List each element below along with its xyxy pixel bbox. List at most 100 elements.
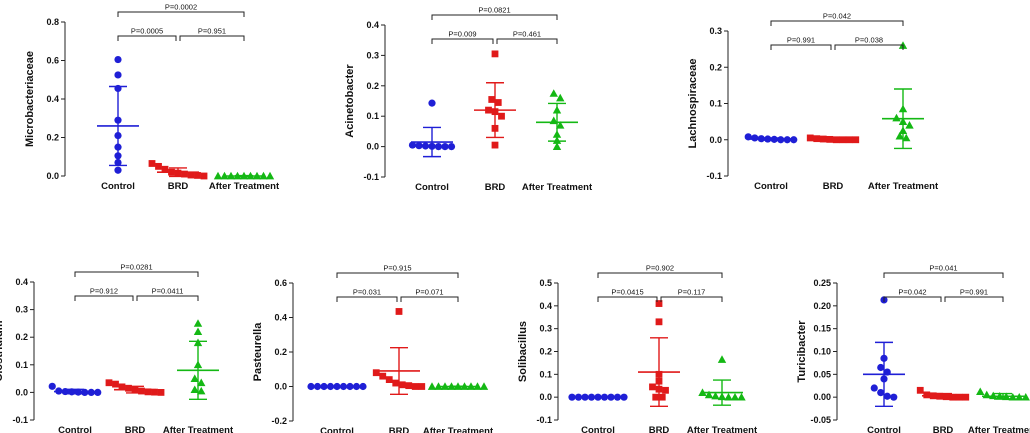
- data-point: [395, 308, 403, 315]
- y-tick-label: 0.2: [274, 347, 287, 357]
- data-point: [479, 382, 489, 390]
- data-point: [155, 162, 162, 170]
- data-point: [87, 388, 95, 396]
- data-point: [415, 142, 423, 150]
- significance-bracket: [944, 296, 1004, 302]
- y-axis-title: Lachnospiraceae: [687, 59, 699, 149]
- data-point: [942, 393, 950, 401]
- x-category-label: After Treatment: [163, 425, 234, 433]
- data-point: [405, 382, 413, 390]
- x-category-label: After Treatment: [968, 425, 1030, 433]
- data-point: [187, 171, 195, 179]
- data-point: [105, 379, 113, 387]
- significance-bracket: [883, 272, 1004, 278]
- data-point: [962, 393, 970, 401]
- significance-bracket: [834, 44, 904, 50]
- data-point: [877, 389, 885, 397]
- data-point: [265, 171, 275, 180]
- data-point: [870, 384, 878, 392]
- data-point: [193, 319, 203, 327]
- p-value-label: P=0.031: [353, 288, 381, 297]
- x-category-label: BRD: [485, 182, 506, 193]
- panel-turicibacter: -0.05 0.00 0.05 0.10 0.15 0.20 0.25 Turicibacte…: [796, 264, 1030, 433]
- y-tick-label: 0.1: [366, 111, 379, 121]
- data-point: [307, 382, 315, 391]
- data-point: [751, 134, 759, 142]
- significance-bracket: [431, 38, 494, 44]
- data-point: [161, 165, 169, 173]
- data-point: [724, 392, 733, 401]
- data-point: [112, 380, 119, 388]
- x-category-label: BRD: [649, 425, 670, 433]
- data-point: [498, 112, 505, 120]
- data-point: [213, 171, 223, 180]
- significance-bracket: [179, 35, 245, 41]
- y-tick-label: 0.0: [709, 135, 722, 145]
- data-point: [193, 327, 203, 336]
- data-point: [427, 382, 437, 390]
- y-tick-label: 0.4: [274, 313, 287, 323]
- data-point: [491, 141, 499, 149]
- p-value-label: P=0.991: [787, 36, 815, 45]
- y-axis-title: Clostridium: [0, 320, 5, 381]
- data-point: [556, 93, 565, 102]
- p-value-label: P=0.038: [855, 36, 883, 45]
- y-axis-title: Solibacillus: [517, 321, 529, 382]
- data-point: [138, 387, 145, 395]
- data-point: [48, 382, 56, 390]
- x-category-label: Control: [101, 181, 135, 192]
- data-point: [568, 393, 576, 401]
- significance-bracket: [400, 296, 459, 302]
- y-tick-label: -0.1: [363, 172, 379, 182]
- data-point: [392, 379, 400, 387]
- y-tick-label: -0.05: [810, 415, 831, 425]
- data-point: [144, 388, 152, 396]
- data-point: [655, 300, 663, 307]
- data-point: [552, 142, 562, 150]
- p-value-label: P=0.0821: [478, 6, 510, 15]
- p-value-label: P=0.009: [448, 30, 476, 39]
- x-category-label: Control: [581, 425, 615, 433]
- data-point: [447, 143, 456, 151]
- data-point: [197, 386, 206, 395]
- p-value-label: P=0.042: [898, 288, 926, 297]
- significance-bracket: [883, 296, 942, 302]
- y-tick-label: 0.00: [813, 392, 831, 402]
- y-tick-label: 0.5: [539, 278, 552, 288]
- data-point: [421, 142, 430, 150]
- panel-acinetobacter: -0.1 0.0 0.1 0.2 0.3 0.4 Acinetobacter Control B…: [344, 6, 593, 194]
- y-tick-label: 0.0: [539, 392, 552, 402]
- significance-bracket: [336, 272, 459, 278]
- data-point: [989, 391, 998, 400]
- x-category-label: BRD: [125, 425, 146, 433]
- y-tick-label: 0.4: [366, 20, 379, 30]
- x-category-label: BRD: [823, 181, 844, 192]
- significance-bracket: [74, 271, 199, 277]
- data-point: [408, 141, 417, 149]
- panel-microbacteriaceae: 0.0 0.2 0.4 0.6 0.8 Microbacteriaceae Control B…: [24, 3, 280, 193]
- data-point: [877, 363, 885, 372]
- data-point: [114, 55, 122, 64]
- data-point: [398, 381, 406, 389]
- data-point: [892, 113, 901, 122]
- data-point: [385, 376, 393, 383]
- data-point: [125, 384, 132, 392]
- x-category-label: Control: [754, 181, 788, 192]
- data-point: [852, 136, 860, 144]
- data-point: [549, 89, 558, 97]
- data-point: [359, 382, 367, 391]
- data-point: [118, 383, 126, 391]
- data-point: [491, 50, 499, 58]
- panel-clostridium: -0.1 0.0 0.1 0.2 0.3 0.4 Clostridium Control BRD…: [0, 263, 234, 433]
- y-tick-label: 0.3: [366, 50, 379, 60]
- data-point: [806, 134, 814, 142]
- y-tick-label: 0.8: [46, 17, 59, 27]
- y-tick-label: 0.3: [709, 26, 722, 36]
- data-point: [905, 121, 914, 129]
- data-point: [434, 143, 443, 151]
- data-point: [157, 389, 165, 396]
- y-tick-label: 0.4: [46, 94, 59, 104]
- y-tick-label: 0.0: [15, 387, 28, 397]
- y-axis-title: Acinetobacter: [344, 64, 356, 138]
